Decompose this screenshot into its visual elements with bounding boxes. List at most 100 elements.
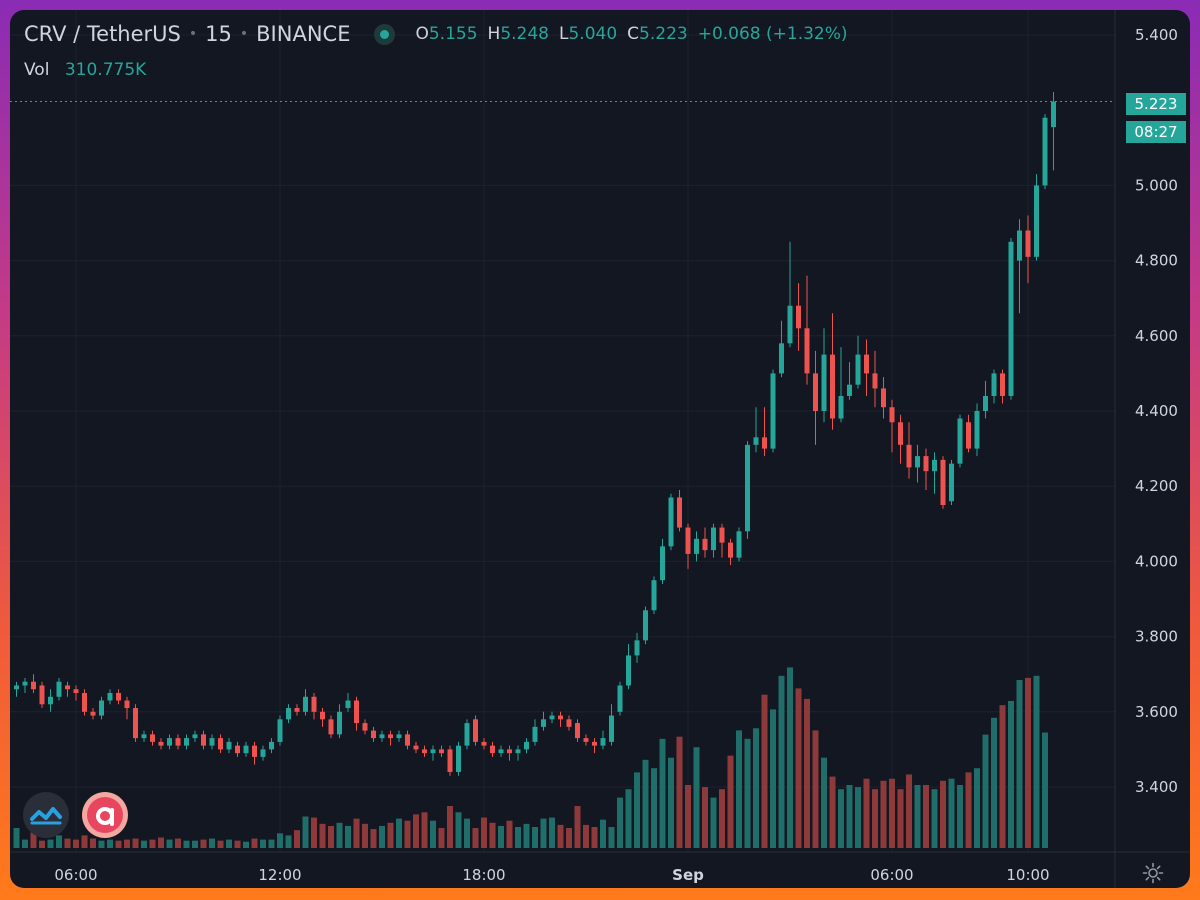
volume-bar <box>634 772 640 848</box>
candle-body <box>286 708 291 720</box>
symbol-name[interactable]: CRV / TetherUS <box>24 22 181 46</box>
open-label: O <box>415 24 429 44</box>
tradingview-logo-icon[interactable] <box>23 792 69 838</box>
candle-body <box>660 546 665 581</box>
candle-body <box>779 343 784 374</box>
candle-body <box>320 711 325 720</box>
volume-bar <box>90 838 96 848</box>
candle-body <box>1051 101 1056 128</box>
volume-bar <box>370 829 377 848</box>
chart-frame[interactable]: 5.400 5.000 4.800 4.600 4.400 4.200 4.000 3.800… <box>10 10 1190 888</box>
volume-bar <box>957 785 963 848</box>
exchange-label: BINANCE <box>256 22 351 46</box>
candle-body <box>847 384 852 396</box>
app-a-logo-icon[interactable] <box>82 792 128 838</box>
candlestick-chart[interactable]: 5.400 5.000 4.800 4.600 4.400 4.200 4.000 3.800… <box>10 10 1190 888</box>
volume-bar <box>506 820 513 848</box>
time-tick-label: 10:00 <box>1006 866 1049 884</box>
candle-body <box>82 693 87 712</box>
price-tick-label: 3.600 <box>1135 703 1178 721</box>
volume-bar <box>1042 732 1048 848</box>
candle-body <box>65 685 70 690</box>
candle-body <box>235 745 240 754</box>
volume-bar <box>149 839 156 848</box>
settings-gear-icon[interactable] <box>1142 862 1164 888</box>
time-tick-label: 12:00 <box>258 866 301 884</box>
price-tick-label: 4.000 <box>1135 552 1178 570</box>
volume-bar <box>821 757 827 848</box>
candle-body <box>549 715 555 720</box>
volume-bar <box>744 738 751 848</box>
volume-bar <box>948 778 955 848</box>
interval-label[interactable]: 15 <box>205 22 232 46</box>
candle-body <box>337 711 342 735</box>
candle-body <box>651 580 657 611</box>
high-value: 5.248 <box>500 24 549 44</box>
candle-body <box>1025 230 1031 257</box>
volume-bar <box>226 839 232 848</box>
volume-bar <box>880 780 887 848</box>
volume-bar <box>107 839 113 848</box>
candle-body <box>133 708 138 739</box>
volume-bar <box>914 785 921 848</box>
volume-bar <box>200 839 207 848</box>
candle-body <box>405 734 410 746</box>
candle-body <box>1017 230 1022 261</box>
candle-body <box>107 693 113 701</box>
time-tick-label: 06:00 <box>54 866 97 884</box>
candle-body <box>609 715 614 742</box>
volume-bar <box>532 827 538 848</box>
volume-bar <box>81 835 88 848</box>
volume-bar <box>727 755 734 848</box>
price-tick-label: 5.400 <box>1135 26 1178 44</box>
countdown-badge: 08:27 <box>1126 121 1186 143</box>
price-tick-label: 3.400 <box>1135 778 1178 796</box>
volume-bar <box>464 818 470 848</box>
candle-body <box>702 538 708 551</box>
time-tick-label: 06:00 <box>870 866 913 884</box>
volume-bar <box>897 789 904 848</box>
volume-bar <box>812 730 819 848</box>
volume-bar <box>472 828 479 848</box>
candle-body <box>532 726 538 742</box>
volume-bar <box>294 830 300 848</box>
candle-body <box>770 373 776 449</box>
volume-bar <box>22 839 28 848</box>
candle-body <box>983 395 988 411</box>
candle-body <box>150 734 155 742</box>
candle-body <box>685 527 691 554</box>
volume-bar <box>234 840 241 848</box>
time-tick-label: 18:00 <box>462 866 505 884</box>
volume-bar <box>608 827 615 848</box>
volume-bar <box>685 785 691 848</box>
candle-body <box>447 749 453 772</box>
candle-body <box>1042 117 1048 186</box>
candle-body <box>974 411 980 449</box>
separator-dot: • <box>188 26 198 42</box>
candle-body <box>303 696 308 712</box>
candle-body <box>991 373 997 396</box>
volume-bar <box>566 828 572 848</box>
candle-body <box>1000 373 1005 396</box>
volume-bar <box>217 840 224 848</box>
volume-bar <box>328 825 334 848</box>
candle-body <box>864 354 869 374</box>
volume-bar <box>413 814 419 848</box>
candle-body <box>490 745 495 754</box>
candle-body <box>328 719 334 735</box>
candle-body <box>277 719 283 742</box>
volume-bar <box>778 675 785 848</box>
volume-bar <box>430 820 436 848</box>
volume-bar <box>872 789 878 848</box>
last-price-badge: 5.223 <box>1126 93 1186 115</box>
volume-bar <box>158 837 164 848</box>
candle-body <box>719 527 725 543</box>
close-label: C <box>627 24 640 44</box>
volume-bar <box>838 789 844 848</box>
volume-bar <box>906 774 912 848</box>
candle-body <box>422 749 427 754</box>
volume-bar <box>1016 680 1023 848</box>
candle-body <box>141 734 147 739</box>
time-tick-label: Sep <box>672 866 704 884</box>
candle-body <box>507 749 512 754</box>
